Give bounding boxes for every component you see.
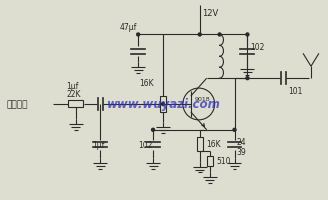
Text: 102: 102 bbox=[250, 43, 265, 52]
Text: 510: 510 bbox=[216, 156, 231, 165]
Circle shape bbox=[152, 129, 154, 132]
Text: 102: 102 bbox=[138, 140, 152, 149]
Circle shape bbox=[233, 129, 236, 132]
Text: 16K: 16K bbox=[207, 139, 221, 148]
Text: 音频输入: 音频输入 bbox=[6, 100, 28, 109]
Bar bbox=[68, 101, 83, 108]
Circle shape bbox=[161, 103, 165, 106]
Text: 1μf: 1μf bbox=[92, 140, 105, 149]
Circle shape bbox=[137, 34, 140, 37]
Text: 47μf: 47μf bbox=[120, 23, 137, 32]
Circle shape bbox=[246, 34, 249, 37]
Text: 9018: 9018 bbox=[195, 97, 210, 101]
Text: 12V: 12V bbox=[202, 9, 218, 18]
Text: 101: 101 bbox=[288, 87, 302, 96]
Text: 22K: 22K bbox=[66, 90, 81, 99]
Text: 24: 24 bbox=[236, 138, 246, 146]
Text: 1μf: 1μf bbox=[67, 82, 79, 91]
Text: 16K: 16K bbox=[139, 78, 154, 87]
Circle shape bbox=[246, 77, 249, 80]
Circle shape bbox=[198, 34, 201, 37]
Text: www.wuyazi.com: www.wuyazi.com bbox=[107, 98, 221, 111]
Circle shape bbox=[218, 34, 221, 37]
Bar bbox=[197, 137, 203, 151]
Bar bbox=[207, 156, 213, 166]
Text: 39: 39 bbox=[236, 147, 246, 156]
Bar bbox=[160, 97, 166, 112]
